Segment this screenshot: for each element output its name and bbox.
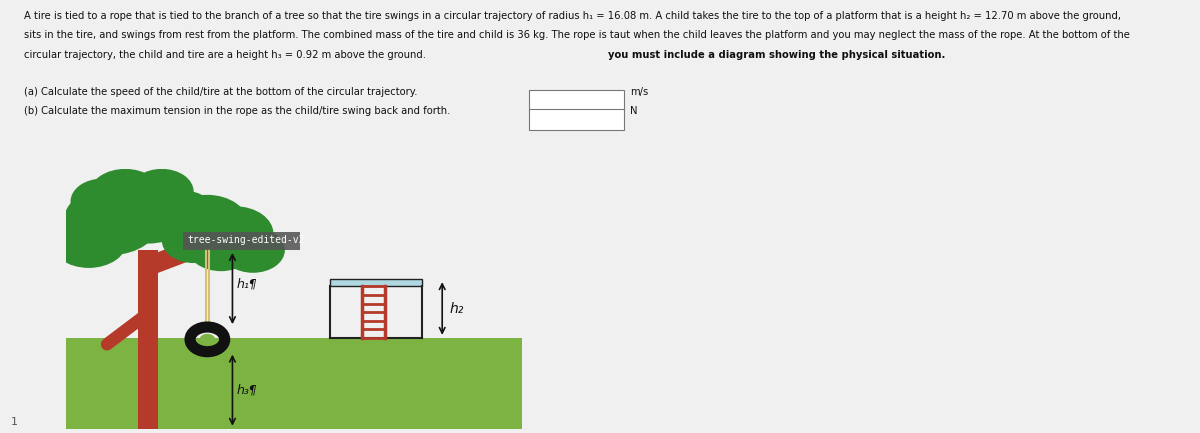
Circle shape [167,195,248,253]
Bar [138,250,158,429]
Text: (a) Calculate the speed of the child/tire at the bottom of the circular trajecto: (a) Calculate the speed of the child/tir… [24,87,418,97]
Text: you must include a diagram showing the physical situation.: you must include a diagram showing the p… [608,50,946,60]
Text: 1: 1 [11,417,18,427]
Circle shape [196,206,274,262]
Text: sits in the tire, and swings from rest from the platform. The combined mass of t: sits in the tire, and swings from rest f… [24,30,1129,40]
Bar [66,338,522,429]
Circle shape [162,218,226,263]
Circle shape [130,169,193,214]
Text: tree-swing-edited-v2: tree-swing-edited-v2 [187,235,305,246]
Text: circular trajectory, the child and tire are a height h₃ = 0.92 m above the groun: circular trajectory, the child and tire … [24,50,426,60]
Bar [529,109,624,130]
Text: A tire is tied to a rope that is tied to the branch of a tree so that the tire s: A tire is tied to a rope that is tied to… [24,11,1121,21]
Circle shape [199,334,215,345]
FancyBboxPatch shape [182,232,300,250]
Circle shape [50,213,127,268]
Text: m/s: m/s [630,87,648,97]
Bar [330,279,421,287]
Circle shape [187,223,256,271]
Circle shape [89,169,162,221]
Circle shape [102,178,193,243]
Text: h₂: h₂ [449,301,463,316]
Bar [529,90,624,110]
Text: N: N [630,106,637,116]
Circle shape [221,227,284,273]
Text: (b) Calculate the maximum tension in the rope as the child/tire swing back and f: (b) Calculate the maximum tension in the… [24,106,450,116]
Text: h₁¶: h₁¶ [236,277,258,290]
Circle shape [142,190,218,245]
Circle shape [64,187,160,255]
Text: h₃¶: h₃¶ [236,384,258,397]
Circle shape [71,178,134,224]
